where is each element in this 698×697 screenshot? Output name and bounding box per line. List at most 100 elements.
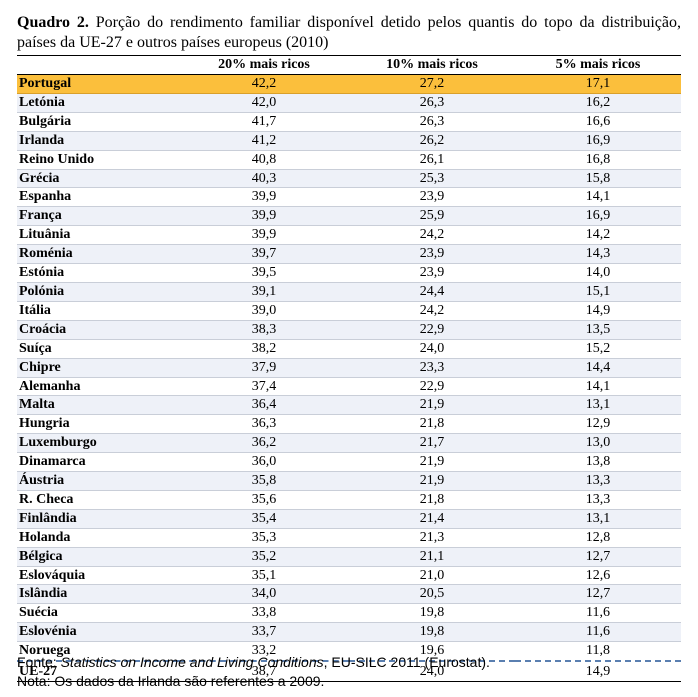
top5-cell: 13,8 <box>515 452 681 473</box>
top20-cell: 33,8 <box>179 603 349 624</box>
country-cell: Eslováquia <box>17 566 179 586</box>
top5-cell: 14,0 <box>515 263 681 283</box>
top10-cell: 21,9 <box>349 395 515 416</box>
table-row: Espanha 39,9 23,9 14,1 <box>17 187 681 208</box>
top20-cell: 40,3 <box>179 169 349 189</box>
header-top5: 5% mais ricos <box>515 55 681 75</box>
top20-cell: 39,9 <box>179 206 349 227</box>
table-row: Bélgica 35,2 21,1 12,7 <box>17 547 681 567</box>
top10-cell: 24,2 <box>349 301 515 321</box>
country-cell: Suíça <box>17 339 179 359</box>
top10-cell: 22,9 <box>349 320 515 340</box>
source-prefix: Fonte: <box>17 654 61 670</box>
top10-cell: 23,9 <box>349 244 515 265</box>
table-row: Dinamarca 36,0 21,9 13,8 <box>17 452 681 473</box>
top10-cell: 25,9 <box>349 206 515 227</box>
top20-cell: 37,4 <box>179 377 349 397</box>
top10-cell: 21,3 <box>349 528 515 548</box>
top20-cell: 35,6 <box>179 490 349 510</box>
table-row: Áustria 35,8 21,9 13,3 <box>17 471 681 491</box>
country-cell: Portugal <box>17 74 179 94</box>
table-row: França 39,9 25,9 16,9 <box>17 206 681 227</box>
table-row: Roménia 39,7 23,9 14,3 <box>17 244 681 265</box>
total-top20: 38,7 <box>179 661 349 683</box>
total-top5: 14,9 <box>515 661 681 683</box>
top10-cell: 21,8 <box>349 490 515 510</box>
income-share-table: 20% mais ricos 10% mais ricos 5% mais ri… <box>17 55 681 683</box>
top5-cell: 15,1 <box>515 282 681 302</box>
table-notes: Fonte: Statistics on Income and Living C… <box>17 653 490 691</box>
top10-cell: 21,9 <box>349 471 515 491</box>
table-row: Polónia 39,1 24,4 15,1 <box>17 282 681 302</box>
country-cell: Estónia <box>17 263 179 283</box>
table-row: Luxemburgo 36,2 21,7 13,0 <box>17 433 681 454</box>
country-cell: Áustria <box>17 471 179 491</box>
top10-cell: 27,2 <box>349 74 515 94</box>
table-caption: Quadro 2. Porção do rendimento familiar … <box>17 13 681 52</box>
country-cell: Croácia <box>17 320 179 340</box>
country-cell: Finlândia <box>17 509 179 529</box>
top10-cell: 26,2 <box>349 131 515 151</box>
top20-cell: 41,2 <box>179 131 349 151</box>
header-country <box>17 55 179 75</box>
table-row: Islândia 34,0 20,5 12,7 <box>17 584 681 605</box>
total-row: UE-27 38,7 24,0 14,9 <box>17 661 681 683</box>
top5-cell: 13,1 <box>515 509 681 529</box>
country-cell: Holanda <box>17 528 179 548</box>
source-title: Statistics on Income and Living Conditio… <box>60 654 324 670</box>
total-top10: 24,0 <box>349 661 515 683</box>
table-row: Estónia 39,5 23,9 14,0 <box>17 263 681 283</box>
top10-cell: 26,3 <box>349 93 515 113</box>
top20-cell: 35,8 <box>179 471 349 491</box>
top5-cell: 15,8 <box>515 169 681 189</box>
top10-cell: 21,9 <box>349 452 515 473</box>
top20-cell: 33,2 <box>179 641 349 663</box>
top20-cell: 40,8 <box>179 150 349 170</box>
table-row: Suíça 38,2 24,0 15,2 <box>17 339 681 359</box>
top10-cell: 25,3 <box>349 169 515 189</box>
top20-cell: 42,0 <box>179 93 349 113</box>
top20-cell: 36,0 <box>179 452 349 473</box>
top20-cell: 36,2 <box>179 433 349 454</box>
table-row: Grécia 40,3 25,3 15,8 <box>17 169 681 189</box>
country-cell: Letónia <box>17 93 179 113</box>
top10-cell: 23,9 <box>349 187 515 208</box>
table-row: Irlanda 41,2 26,2 16,9 <box>17 131 681 151</box>
top10-cell: 19,8 <box>349 603 515 624</box>
top5-cell: 14,1 <box>515 377 681 397</box>
top20-cell: 35,3 <box>179 528 349 548</box>
top20-cell: 36,4 <box>179 395 349 416</box>
top10-cell: 24,2 <box>349 225 515 246</box>
top20-cell: 36,3 <box>179 414 349 435</box>
top20-cell: 37,9 <box>179 358 349 378</box>
top5-cell: 16,8 <box>515 150 681 170</box>
top20-cell: 41,7 <box>179 112 349 132</box>
top20-cell: 42,2 <box>179 74 349 94</box>
top5-cell: 15,2 <box>515 339 681 359</box>
top5-cell: 13,0 <box>515 433 681 454</box>
table-row: Bulgária 41,7 26,3 16,6 <box>17 112 681 132</box>
top10-cell: 26,3 <box>349 112 515 132</box>
top5-cell: 11,6 <box>515 603 681 624</box>
top20-cell: 35,4 <box>179 509 349 529</box>
top10-cell: 19,8 <box>349 622 515 643</box>
country-cell: R. Checa <box>17 490 179 510</box>
country-cell: Polónia <box>17 282 179 302</box>
table-row: Portugal 42,2 27,2 17,1 <box>17 74 681 94</box>
top5-cell: 14,4 <box>515 358 681 378</box>
table-row: Holanda 35,3 21,3 12,8 <box>17 528 681 548</box>
caption-text: Porção do rendimento familiar disponível… <box>17 14 681 51</box>
top10-cell: 21,1 <box>349 547 515 567</box>
country-cell: Alemanha <box>17 377 179 397</box>
country-cell: Lituânia <box>17 225 179 246</box>
country-cell: França <box>17 206 179 227</box>
top5-cell: 17,1 <box>515 74 681 94</box>
top20-cell: 35,1 <box>179 566 349 586</box>
top10-cell: 19,6 <box>349 641 515 663</box>
country-cell: Malta <box>17 395 179 416</box>
table-body: Portugal 42,2 27,2 17,1 Letónia 42,0 26,3 16,2 B… <box>17 74 681 663</box>
source-suffix: , EU-SILC 2011 (Eurostat). <box>323 654 490 670</box>
top10-cell: 22,9 <box>349 377 515 397</box>
top5-cell: 16,9 <box>515 131 681 151</box>
country-cell: Bulgária <box>17 112 179 132</box>
